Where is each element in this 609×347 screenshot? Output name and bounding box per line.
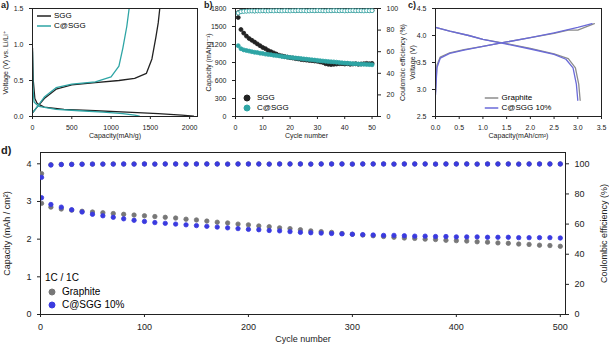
svg-text:Capacity (mAh / cm²): Capacity (mAh / cm²) <box>2 191 12 276</box>
svg-text:Cycle number: Cycle number <box>275 334 331 344</box>
svg-text:10: 10 <box>259 124 267 131</box>
svg-text:1.0: 1.0 <box>478 124 488 131</box>
svg-text:100: 100 <box>137 322 152 332</box>
svg-text:3.5: 3.5 <box>417 59 427 66</box>
svg-text:100: 100 <box>387 5 399 12</box>
svg-text:80: 80 <box>387 26 395 33</box>
svg-text:1.5: 1.5 <box>502 124 512 131</box>
svg-text:1.5: 1.5 <box>14 5 24 12</box>
svg-text:0: 0 <box>234 124 238 131</box>
svg-text:80: 80 <box>575 189 585 199</box>
svg-text:Voltage (V): Voltage (V) <box>409 45 417 80</box>
svg-text:0: 0 <box>387 113 391 120</box>
svg-text:0: 0 <box>575 309 580 319</box>
svg-text:1.0: 1.0 <box>14 41 24 48</box>
svg-text:3: 3 <box>26 196 31 206</box>
svg-text:600: 600 <box>215 77 227 84</box>
html-text:c): c) <box>408 0 416 10</box>
svg-text:1: 1 <box>26 272 31 282</box>
svg-text:2.5: 2.5 <box>417 113 427 120</box>
svg-text:200: 200 <box>241 322 256 332</box>
svg-text:0.0: 0.0 <box>431 124 441 131</box>
svg-text:0.0: 0.0 <box>14 113 24 120</box>
svg-text:1800: 1800 <box>211 5 227 12</box>
svg-text:Capacity(mAh/cm²): Capacity(mAh/cm²) <box>489 132 549 140</box>
html-text:Graphite: Graphite <box>501 93 533 102</box>
svg-text:Coulombic efficiency (%): Coulombic efficiency (%) <box>399 24 407 101</box>
svg-text:2000: 2000 <box>182 124 198 131</box>
svg-text:30: 30 <box>314 124 322 131</box>
svg-text:4: 4 <box>26 159 31 169</box>
svg-text:3.0: 3.0 <box>573 124 583 131</box>
svg-text:2: 2 <box>26 234 31 244</box>
html-text:C@SGG: C@SGG <box>257 103 289 112</box>
svg-text:50: 50 <box>368 124 376 131</box>
html-text:b): b) <box>204 0 213 10</box>
svg-text:2.0: 2.0 <box>525 124 535 131</box>
svg-text:Coulombic efficiency (%): Coulombic efficiency (%) <box>599 184 609 283</box>
svg-text:1500: 1500 <box>143 124 159 131</box>
svg-text:300: 300 <box>215 95 227 102</box>
html-text:d): d) <box>1 144 12 156</box>
html-text:C@SGG 10%: C@SGG 10% <box>501 103 552 112</box>
svg-text:1500: 1500 <box>211 23 227 30</box>
svg-text:100: 100 <box>575 159 590 169</box>
svg-text:0.5: 0.5 <box>454 124 464 131</box>
svg-text:60: 60 <box>387 48 395 55</box>
svg-text:0: 0 <box>38 322 43 332</box>
svg-text:20: 20 <box>387 91 395 98</box>
html-text:SGG: SGG <box>54 11 72 20</box>
svg-text:500: 500 <box>553 322 568 332</box>
svg-text:3.0: 3.0 <box>417 86 427 93</box>
html-text:a): a) <box>1 0 9 10</box>
svg-text:4.0: 4.0 <box>417 32 427 39</box>
svg-text:20: 20 <box>575 279 585 289</box>
svg-text:1200: 1200 <box>211 41 227 48</box>
svg-text:Capacity (mAhg⁻¹): Capacity (mAhg⁻¹) <box>205 33 213 91</box>
html-text:Graphite: Graphite <box>62 286 101 297</box>
svg-text:0.5: 0.5 <box>14 77 24 84</box>
svg-text:2.5: 2.5 <box>549 124 559 131</box>
svg-text:Capacity(mAh/g): Capacity(mAh/g) <box>89 132 141 140</box>
svg-text:20: 20 <box>286 124 294 131</box>
html-text:SGG: SGG <box>257 93 275 102</box>
svg-text:Voltage (V) vs. Li/Li⁺: Voltage (V) vs. Li/Li⁺ <box>2 30 10 94</box>
html-text:C@SGG 10%: C@SGG 10% <box>62 298 125 310</box>
svg-text:40: 40 <box>387 70 395 77</box>
svg-text:60: 60 <box>575 219 585 229</box>
svg-text:0: 0 <box>26 309 31 319</box>
svg-text:4.5: 4.5 <box>417 5 427 12</box>
svg-text:900: 900 <box>215 59 227 66</box>
svg-text:1000: 1000 <box>103 124 119 131</box>
svg-text:3.5: 3.5 <box>597 124 607 131</box>
svg-text:40: 40 <box>575 249 585 259</box>
html-text:C@SGG: C@SGG <box>54 21 86 30</box>
svg-text:Cycle number: Cycle number <box>285 132 329 140</box>
svg-text:500: 500 <box>66 124 78 131</box>
svg-text:0: 0 <box>223 113 227 120</box>
svg-text:0: 0 <box>31 124 35 131</box>
svg-text:40: 40 <box>341 124 349 131</box>
svg-text:300: 300 <box>345 322 360 332</box>
svg-text:400: 400 <box>449 322 464 332</box>
html-text:1C / 1C: 1C / 1C <box>45 271 79 283</box>
